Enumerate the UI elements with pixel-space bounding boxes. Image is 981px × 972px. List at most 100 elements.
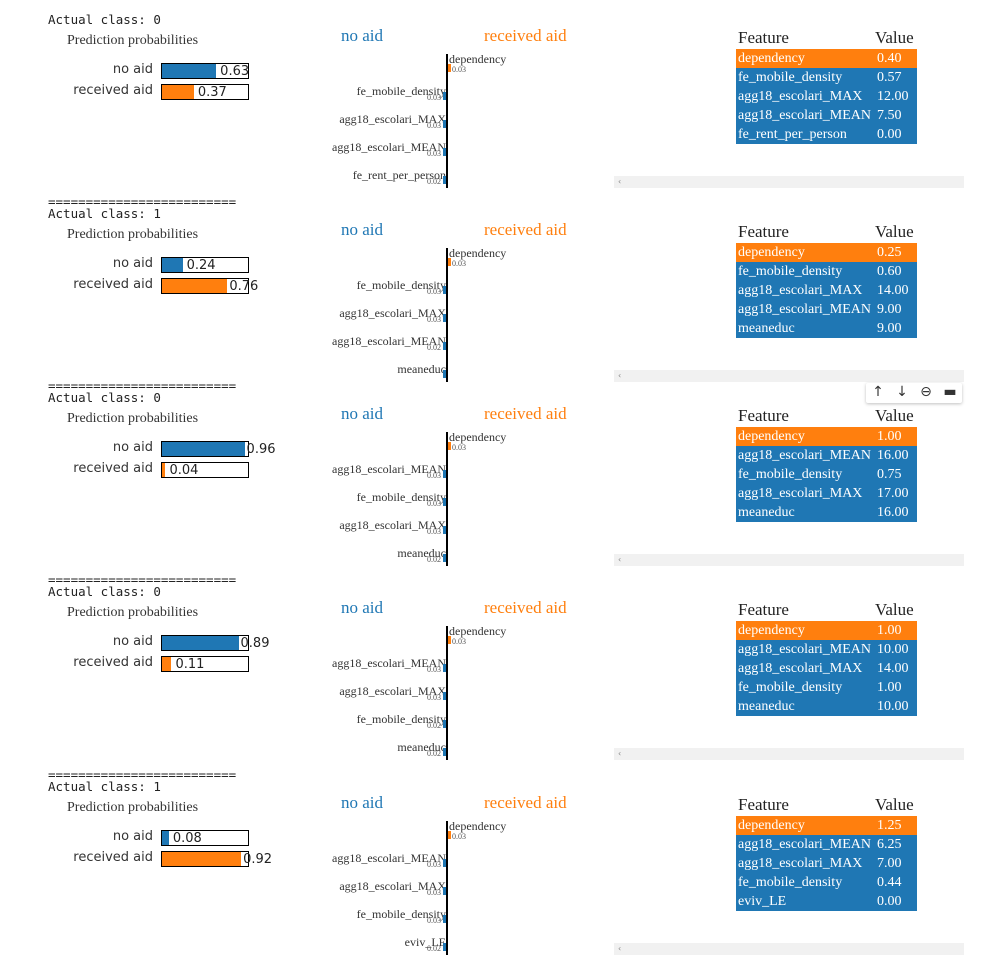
- prob-bar: 0.11: [161, 656, 249, 672]
- horizontal-scrollbar[interactable]: ‹: [614, 554, 964, 566]
- feature-name-label: fe_mobile_density: [356, 278, 446, 292]
- feature-name-label: meaneduc: [397, 740, 446, 754]
- chart-axis: [446, 248, 448, 382]
- prob-label: no aid: [112, 62, 153, 77]
- prob-bar-fill: [162, 258, 183, 272]
- table-row: agg18_escolari_MEAN 6.25: [736, 835, 917, 854]
- feature-cell: fe_mobile_density: [738, 264, 843, 279]
- chart-axis: [446, 626, 448, 760]
- feature-weight-value: 0.03: [452, 443, 466, 452]
- feature-name-label: fe_mobile_density: [356, 712, 446, 726]
- value-cell: 10.00: [876, 699, 909, 714]
- prob-bar-fill: [162, 442, 245, 456]
- scroll-left-arrow-icon[interactable]: ‹: [618, 555, 622, 564]
- prob-bar: 0.89: [161, 635, 269, 651]
- horizontal-scrollbar[interactable]: ‹: [614, 176, 964, 188]
- prob-bar-fill: [162, 64, 217, 78]
- table-row: agg18_escolari_MAX 14.00: [736, 281, 917, 300]
- feature-weight-bar: [443, 92, 446, 100]
- feature-name-label: meaneduc: [397, 546, 446, 560]
- table-header-row: Feature Value: [736, 794, 917, 816]
- prob-bar-fill: [162, 636, 239, 650]
- feature-weight-bar: [448, 442, 451, 450]
- prediction-probabilities-title: Prediction probabilities: [67, 605, 199, 620]
- table-row: meaneduc 9.00: [736, 319, 917, 338]
- table-row: dependency 0.40: [736, 49, 917, 68]
- received-aid-header: received aid: [484, 26, 567, 45]
- explanation-section: ========================= Actual class: 0…: [0, 378, 981, 572]
- link-icon[interactable]: ⊖: [920, 384, 932, 400]
- feature-value-table: Feature Value dependency 1.00 agg18_escolari…: [736, 599, 917, 716]
- feature-weight-value: 0.02: [427, 944, 441, 953]
- table-row: eviv_LE 0.00: [736, 892, 917, 911]
- table-row: fe_mobile_density 0.44: [736, 873, 917, 892]
- scroll-left-arrow-icon[interactable]: ‹: [618, 371, 622, 380]
- value-cell: 0.25: [876, 245, 902, 260]
- table-header-row: Feature Value: [736, 405, 917, 427]
- prob-bar: 0.96: [161, 441, 276, 457]
- feature-name-label: dependency: [449, 819, 507, 833]
- no-aid-header: no aid: [341, 793, 384, 812]
- feature-weight-bar: [443, 859, 446, 867]
- prediction-probabilities-title: Prediction probabilities: [67, 227, 199, 242]
- prob-value: 0.04: [169, 463, 199, 478]
- table-row: agg18_escolari_MEAN 16.00: [736, 446, 917, 465]
- explanation-section: ========================= Actual class: 1…: [0, 767, 981, 961]
- horizontal-scrollbar[interactable]: ‹: [614, 943, 964, 955]
- feature-column-header: Feature: [738, 795, 789, 814]
- feature-name-label: agg18_escolari_MEAN: [332, 334, 446, 348]
- feature-weight-bar: [443, 286, 446, 294]
- scroll-left-arrow-icon[interactable]: ‹: [618, 944, 622, 953]
- feature-name-label: agg18_escolari_MAX: [339, 879, 446, 893]
- scroll-left-arrow-icon[interactable]: ‹: [618, 749, 622, 758]
- horizontal-scrollbar[interactable]: ‹: [614, 748, 964, 760]
- no-aid-header: no aid: [341, 220, 384, 239]
- feature-weight-bar: [443, 470, 446, 478]
- table-row: fe_mobile_density 0.57: [736, 68, 917, 87]
- feature-name-label: agg18_escolari_MAX: [339, 112, 446, 126]
- feature-weight-value: 0.03: [427, 471, 441, 480]
- value-cell: 16.00: [876, 448, 909, 463]
- feature-name-label: agg18_escolari_MAX: [339, 684, 446, 698]
- value-cell: 0.40: [876, 51, 902, 66]
- value-cell: 7.00: [876, 856, 902, 871]
- feature-weight-value: 0.02: [427, 177, 441, 186]
- feature-weight-bar: [443, 915, 446, 923]
- comment-icon[interactable]: ▬: [943, 384, 957, 400]
- value-cell: 0.60: [876, 264, 902, 279]
- feature-value-table: Feature Value dependency 0.40 fe_mobile_dens…: [736, 27, 917, 144]
- feature-weight-value: 0.03: [452, 832, 466, 841]
- no-aid-header: no aid: [341, 598, 384, 617]
- value-cell: 10.00: [876, 642, 909, 657]
- feature-weight-value: 0.03: [427, 93, 441, 102]
- feature-cell: agg18_escolari_MEAN: [738, 642, 871, 657]
- feature-name-label: fe_rent_per_person: [352, 168, 446, 182]
- feature-weight-bar: [443, 370, 446, 378]
- table-row: dependency 0.25: [736, 243, 917, 262]
- value-cell: 0.57: [876, 70, 902, 85]
- prob-bar: 0.24: [161, 257, 249, 273]
- feature-cell: dependency: [738, 818, 805, 833]
- arrow-down-icon[interactable]: ↓: [896, 384, 908, 400]
- table-row: fe_mobile_density 1.00: [736, 678, 917, 697]
- feature-cell: dependency: [738, 245, 805, 260]
- feature-column-header: Feature: [738, 222, 789, 241]
- scroll-left-arrow-icon[interactable]: ‹: [618, 177, 622, 186]
- feature-weight-bar: [448, 831, 451, 839]
- feature-cell: agg18_escolari_MEAN: [738, 837, 871, 852]
- feature-weight-value: 0.03: [427, 149, 441, 158]
- feature-weight-value: 0.03: [427, 888, 441, 897]
- feature-name-label: agg18_escolari_MEAN: [332, 656, 446, 670]
- value-cell: 0.00: [876, 894, 902, 909]
- feature-cell: eviv_LE: [738, 894, 787, 909]
- feature-name-label: agg18_escolari_MEAN: [332, 462, 446, 476]
- prob-label: received aid: [73, 850, 153, 865]
- actual-class-label: Actual class: 1: [48, 779, 161, 794]
- feature-weight-value: 0.03: [452, 637, 466, 646]
- horizontal-scrollbar[interactable]: ‹: [614, 370, 964, 382]
- feature-cell: fe_mobile_density: [738, 680, 843, 695]
- prob-value: 0.92: [243, 852, 273, 867]
- arrow-up-icon[interactable]: ↑: [872, 384, 884, 400]
- table-row: agg18_escolari_MEAN 7.50: [736, 106, 917, 125]
- feature-name-label: fe_mobile_density: [356, 84, 446, 98]
